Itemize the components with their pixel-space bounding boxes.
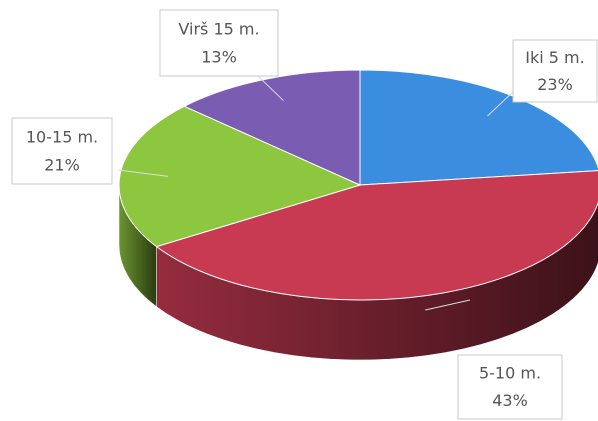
label-box bbox=[159, 9, 279, 77]
category-label: 5-10 m. bbox=[479, 364, 541, 383]
label-box bbox=[457, 354, 563, 420]
leader-line bbox=[487, 89, 516, 117]
slice bbox=[118, 105, 362, 248]
value-label: 13% bbox=[201, 48, 237, 67]
leader-line bbox=[257, 75, 284, 101]
category-label: Virš 15 m. bbox=[178, 19, 259, 38]
label-box bbox=[11, 117, 113, 185]
leader-line bbox=[117, 169, 169, 177]
slice bbox=[155, 170, 598, 301]
category-label: Iki 5 m. bbox=[525, 48, 584, 67]
category-label: 10-15 m. bbox=[26, 127, 98, 146]
slice bbox=[183, 69, 361, 186]
value-label: 43% bbox=[492, 391, 528, 410]
leader-line bbox=[425, 299, 471, 311]
value-label: 21% bbox=[44, 156, 80, 175]
value-label: 23% bbox=[537, 75, 573, 94]
label-box bbox=[512, 39, 598, 103]
